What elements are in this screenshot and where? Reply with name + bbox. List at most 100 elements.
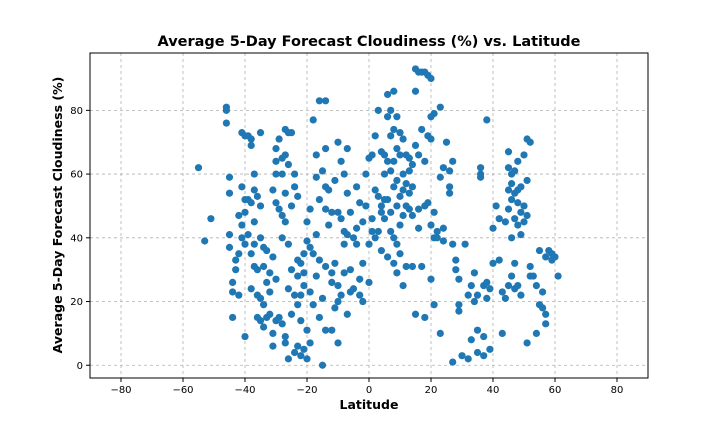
data-point [473, 326, 482, 334]
data-point [263, 278, 271, 287]
data-point [399, 186, 407, 194]
data-point [281, 151, 289, 159]
data-point [322, 326, 330, 334]
x-tick-label: −60 [172, 385, 193, 396]
data-point [483, 116, 491, 124]
data-point [291, 183, 299, 191]
data-point [368, 151, 376, 159]
data-point [303, 218, 311, 226]
data-point [501, 218, 509, 226]
data-point [294, 301, 302, 309]
x-tick-label: −80 [110, 385, 131, 396]
data-point [504, 164, 513, 172]
data-point [464, 291, 472, 299]
data-point [322, 144, 330, 153]
data-point [225, 243, 234, 251]
data-point [427, 275, 435, 283]
data-point [247, 135, 255, 143]
data-point [430, 109, 438, 118]
data-point [256, 129, 265, 137]
data-point [380, 170, 389, 178]
data-point [334, 339, 342, 347]
data-point [353, 240, 361, 248]
data-point [526, 138, 534, 146]
chart-title: Average 5-Day Forecast Cloudiness (%) vs… [158, 34, 581, 50]
data-point [346, 266, 354, 274]
data-point [526, 262, 534, 271]
data-point [405, 189, 413, 197]
data-point [405, 167, 413, 175]
data-point [408, 160, 416, 169]
data-point [322, 97, 330, 105]
data-point [263, 246, 271, 255]
data-point [368, 215, 376, 223]
data-point [284, 355, 292, 363]
data-point [480, 352, 488, 360]
data-point [266, 310, 274, 318]
data-point [514, 199, 522, 207]
data-point [492, 202, 500, 210]
data-point [384, 195, 392, 204]
data-point [504, 148, 513, 156]
data-point [275, 205, 283, 213]
data-point [449, 157, 457, 165]
data-point [331, 259, 339, 267]
data-point [532, 329, 541, 337]
data-point [278, 170, 286, 178]
data-point [377, 208, 385, 216]
data-point [390, 87, 398, 95]
data-point [238, 221, 246, 229]
data-point [318, 294, 327, 302]
data-point [315, 97, 323, 105]
data-point [396, 192, 404, 200]
data-point [427, 74, 435, 83]
data-point [371, 234, 379, 242]
data-point [356, 291, 364, 299]
x-tick-label: 20 [425, 385, 438, 396]
data-point [272, 157, 280, 165]
data-point [439, 224, 447, 232]
y-tick-label: 20 [70, 297, 83, 308]
data-point [504, 186, 513, 194]
data-point [306, 288, 314, 296]
data-point [306, 243, 314, 251]
data-point [421, 313, 429, 322]
data-point [303, 237, 311, 245]
data-point [411, 310, 420, 318]
data-point [508, 234, 516, 242]
data-point [365, 240, 373, 248]
data-point [455, 307, 463, 315]
data-point [377, 202, 385, 210]
data-point [535, 246, 544, 255]
y-axis-label: Average 5-Day Forecast Cloudiness (%) [50, 77, 65, 354]
data-point [207, 215, 215, 223]
data-point [467, 336, 475, 344]
data-point [340, 170, 348, 178]
x-axis-label: Latitude [340, 397, 399, 412]
data-point [489, 259, 497, 267]
data-point [498, 329, 506, 337]
data-point [349, 234, 358, 242]
data-point [539, 304, 547, 312]
data-point [408, 211, 416, 220]
data-point [402, 262, 410, 271]
data-point [467, 281, 475, 290]
data-point [247, 141, 255, 150]
data-point [281, 189, 289, 197]
data-point [328, 208, 336, 216]
data-point [229, 313, 237, 322]
data-point [517, 291, 525, 299]
data-point [517, 208, 525, 216]
data-point [380, 215, 389, 223]
data-point [291, 291, 299, 299]
data-point [384, 253, 392, 261]
data-point [346, 208, 354, 216]
data-point [325, 186, 333, 194]
data-point [387, 227, 395, 236]
data-point [396, 151, 404, 159]
data-point [421, 157, 429, 165]
data-point [362, 202, 370, 210]
data-point [269, 186, 277, 194]
data-point [529, 272, 537, 280]
x-tick-label: 80 [611, 385, 624, 396]
